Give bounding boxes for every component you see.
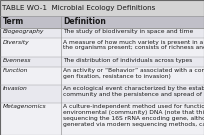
Bar <box>0 16 204 28</box>
Text: The distribution of individuals across types: The distribution of individuals across t… <box>63 58 192 63</box>
Text: Definition: Definition <box>63 17 106 26</box>
Bar <box>0 57 204 67</box>
Text: A culture-independent method used for functional and sequence-b...
environmental: A culture-independent method used for fu… <box>63 104 204 127</box>
Text: Biogeography: Biogeography <box>2 29 44 34</box>
Text: Function: Function <box>2 68 28 73</box>
Text: Invasion: Invasion <box>2 86 27 91</box>
Text: Diversity: Diversity <box>2 40 29 45</box>
Bar <box>0 38 204 57</box>
Bar <box>0 103 204 135</box>
Text: An ecological event characterized by the establishment of a foreig...
community : An ecological event characterized by the… <box>63 86 204 97</box>
Text: An activity or “Behavior” associated with a community (e.g., nitro-
gen fixation: An activity or “Behavior” associated wit… <box>63 68 204 79</box>
Text: A measure of how much variety is present in a community, irrespective of
the org: A measure of how much variety is present… <box>63 40 204 50</box>
Bar <box>0 85 204 103</box>
Bar <box>0 0 204 16</box>
Text: The study of biodiversity in space and time: The study of biodiversity in space and t… <box>63 29 193 34</box>
Text: Metagenomics: Metagenomics <box>2 104 46 109</box>
Text: TABLE WO-1  Microbial Ecology Definitions: TABLE WO-1 Microbial Ecology Definitions <box>2 5 156 11</box>
Bar <box>0 67 204 85</box>
Text: Evenness: Evenness <box>2 58 31 63</box>
Text: Term: Term <box>2 17 24 26</box>
Bar <box>0 28 204 38</box>
